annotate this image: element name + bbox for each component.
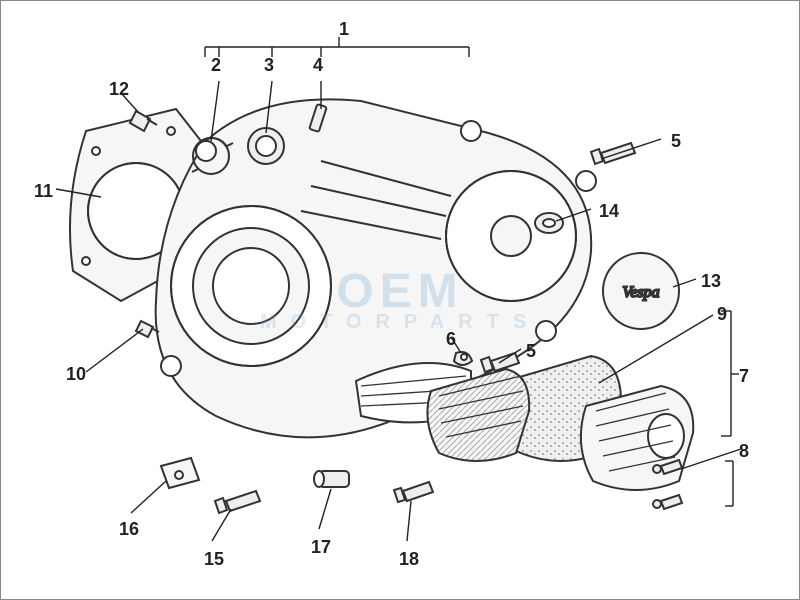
part-ring-2	[192, 138, 233, 174]
part-bolt-15	[215, 491, 260, 513]
callout-3: 3	[264, 55, 274, 76]
callout-16: 16	[119, 519, 139, 540]
part-stud-4	[309, 104, 327, 132]
callout-12: 12	[109, 79, 129, 100]
part-bearing-3	[248, 128, 284, 164]
callout-10: 10	[66, 364, 86, 385]
callout-2: 2	[211, 55, 221, 76]
part-cooling-plate	[70, 109, 203, 301]
part-badge-13: Vespa	[603, 253, 679, 329]
watermark-text: OEM	[336, 265, 463, 318]
callout-6: 6	[446, 329, 456, 350]
callout-14: 14	[599, 201, 619, 222]
part-screws-8	[653, 460, 682, 509]
part-bolt-18	[394, 482, 433, 502]
part-tab-16	[161, 458, 199, 488]
callout-5: 5	[671, 131, 681, 152]
part-clip-6	[454, 352, 472, 365]
part-bolt-5-top	[591, 143, 635, 164]
watermark: OEM MOTORPARTS	[260, 268, 540, 332]
callout-8: 8	[739, 441, 749, 462]
svg-text:Vespa: Vespa	[622, 284, 659, 301]
part-screw-10	[136, 321, 159, 337]
callout-1: 1	[339, 19, 349, 40]
callout-13: 13	[701, 271, 721, 292]
callout-18: 18	[399, 549, 419, 570]
callout-17: 17	[311, 537, 331, 558]
part-screw-12	[130, 111, 157, 131]
callout-7: 7	[739, 366, 749, 387]
part-main-cover	[156, 99, 596, 437]
callout-15: 15	[204, 549, 224, 570]
part-bolt-5-lower	[481, 353, 519, 372]
callout-9: 9	[717, 304, 727, 325]
callout-5b: 5	[526, 341, 536, 362]
part-filter-cover-7	[581, 386, 693, 490]
part-grommet-14	[535, 213, 563, 233]
callout-11: 11	[34, 181, 53, 202]
watermark-subtext: MOTORPARTS	[260, 312, 540, 332]
part-spacer-17	[314, 471, 349, 487]
leader-lines	[56, 37, 741, 541]
diagram-stage: Vespa	[0, 0, 800, 600]
part-foam-9	[503, 356, 621, 461]
callout-4: 4	[313, 55, 323, 76]
part-filter-frame	[427, 369, 529, 461]
